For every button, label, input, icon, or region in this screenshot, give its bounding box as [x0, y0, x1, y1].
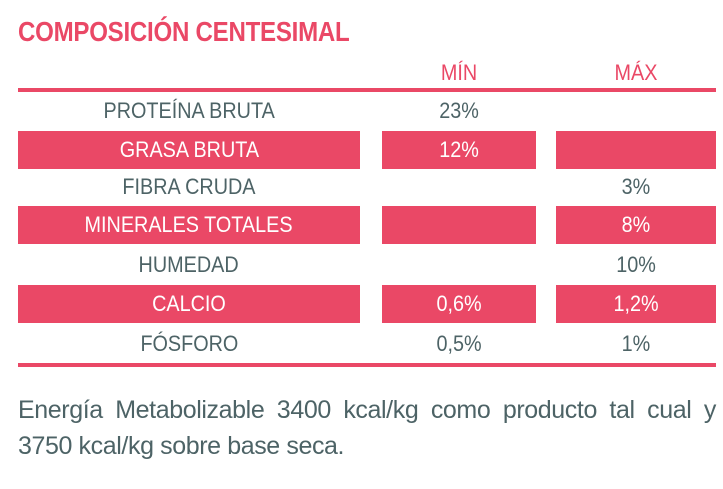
row-min-value	[382, 246, 536, 284]
row-min-value: 0,5%	[436, 331, 482, 356]
row-max-value: 10%	[616, 252, 656, 277]
table-row: FIBRA CRUDA 3%	[0, 168, 723, 206]
table-row: PROTEÍNA BRUTA 23%	[0, 92, 723, 130]
column-header-max: MÁX	[614, 60, 658, 85]
row-min-value: 12%	[382, 131, 536, 169]
row-label: HUMEDAD	[138, 252, 240, 277]
row-max-value: 3%	[621, 174, 651, 199]
row-max-value	[556, 131, 716, 169]
row-min-value	[382, 168, 536, 206]
row-label: FIBRA CRUDA	[122, 174, 256, 199]
row-max-value: 1,2%	[556, 285, 716, 323]
column-header-min: MÍN	[440, 60, 478, 85]
page-title: COMPOSICIÓN CENTESIMAL	[18, 16, 350, 47]
row-min-value	[382, 206, 536, 244]
table-row: CALCIO 0,6% 1,2%	[0, 285, 723, 323]
row-max-value: 1%	[621, 331, 651, 356]
row-max-value	[556, 92, 716, 130]
row-label: MINERALES TOTALES	[18, 206, 360, 244]
table-bottom-rule	[18, 363, 716, 367]
table-top-rule	[18, 88, 716, 92]
energy-note: Energía Metabolizable 3400 kcal/kg como …	[18, 396, 716, 460]
row-label: FÓSFORO	[140, 331, 238, 356]
row-label: GRASA BRUTA	[18, 131, 360, 169]
row-label: CALCIO	[18, 285, 360, 323]
row-max-value: 8%	[556, 206, 716, 244]
row-min-value: 0,6%	[382, 285, 536, 323]
row-label: PROTEÍNA BRUTA	[103, 98, 275, 123]
table-row: GRASA BRUTA 12%	[0, 131, 723, 169]
table-row: HUMEDAD 10%	[0, 246, 723, 284]
table-row: FÓSFORO 0,5% 1%	[0, 325, 723, 363]
table-row: MINERALES TOTALES 8%	[0, 206, 723, 244]
row-min-value: 23%	[439, 98, 479, 123]
